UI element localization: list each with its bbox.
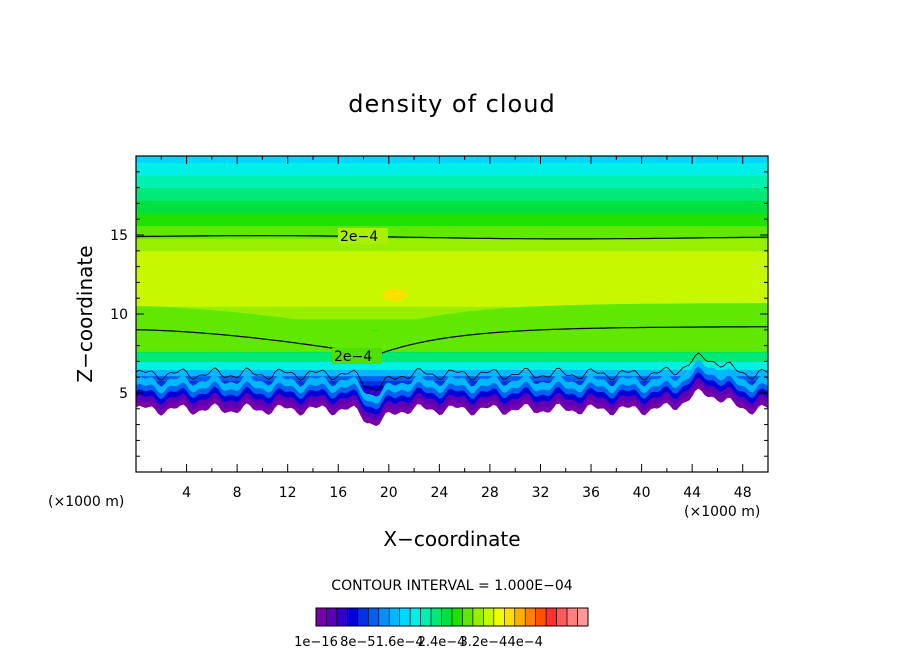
colorbar-swatch bbox=[462, 607, 474, 627]
x-tick-label: 44 bbox=[683, 485, 701, 501]
density-dip-zone bbox=[136, 303, 768, 352]
x-tick-label: 24 bbox=[430, 485, 448, 501]
colorbar-tick-label: 8e−5 bbox=[340, 635, 375, 650]
x-axis-label: X−coordinate bbox=[383, 527, 520, 551]
plot-area bbox=[136, 156, 768, 472]
colorbar-swatch bbox=[368, 607, 380, 627]
colorbar bbox=[315, 607, 589, 627]
contour-interval-text: CONTOUR INTERVAL = 1.000E−04 bbox=[331, 578, 572, 594]
colorbar-swatch bbox=[504, 607, 516, 627]
colorbar-swatch bbox=[378, 607, 390, 627]
colorbar-swatch bbox=[399, 607, 411, 627]
colorbar-swatch bbox=[535, 607, 547, 627]
density-band bbox=[136, 266, 768, 307]
colorbar-swatch bbox=[545, 607, 557, 627]
y-axis-label: Z−coordinate bbox=[73, 245, 97, 382]
x-tick-label: 12 bbox=[279, 485, 297, 501]
density-band bbox=[136, 187, 768, 201]
density-band bbox=[136, 250, 768, 268]
density-band bbox=[136, 174, 768, 189]
colorbar-tick-label: 1.6e−4 bbox=[376, 635, 424, 650]
contour-line-base bbox=[136, 352, 768, 391]
colorbar-swatch bbox=[577, 607, 589, 627]
x-tick-label: 20 bbox=[380, 485, 398, 501]
colorbar-swatch bbox=[430, 607, 442, 627]
x-tick-label: 16 bbox=[329, 485, 347, 501]
y-tick-label: 15 bbox=[110, 228, 128, 244]
density-band bbox=[136, 212, 768, 227]
colorbar-swatch bbox=[388, 607, 400, 627]
x-tick-labels: 4 8 12 16 20 24 28 32 36 40 44 48 bbox=[182, 485, 752, 501]
y-tick-label: 5 bbox=[119, 386, 128, 402]
density-band bbox=[136, 199, 768, 214]
colorbar-swatch bbox=[524, 607, 536, 627]
colorbar-tick-label: 4e−4 bbox=[508, 635, 543, 650]
contour-line-upper bbox=[136, 235, 768, 240]
x-tick-label: 48 bbox=[734, 485, 752, 501]
contour-labels: 2e−4 2e−4 bbox=[332, 228, 388, 365]
contour-line-lower bbox=[136, 326, 768, 356]
colorbar-tick-label: 1e−16 bbox=[294, 635, 338, 650]
axis-ticks bbox=[135, 155, 769, 472]
density-features bbox=[136, 289, 768, 352]
x-tick-label: 32 bbox=[532, 485, 550, 501]
cloud-base-fringe bbox=[136, 359, 768, 472]
x-axis-unit: (×1000 m) bbox=[684, 504, 760, 520]
density-band bbox=[136, 156, 768, 163]
colorbar-frame bbox=[315, 607, 589, 627]
colorbar-swatch bbox=[514, 607, 526, 627]
contour-lines bbox=[136, 235, 768, 391]
colorbar-swatch bbox=[409, 607, 421, 627]
colorbar-swatch bbox=[336, 607, 348, 627]
colorbar-swatch bbox=[483, 607, 495, 627]
density-bands bbox=[136, 156, 768, 405]
chart-title: density of cloud bbox=[348, 90, 555, 118]
density-band bbox=[136, 368, 768, 377]
colorbar-tick-label: 3.2e−4 bbox=[459, 635, 507, 650]
colorbar-swatch bbox=[472, 607, 484, 627]
colorbar-swatch bbox=[566, 607, 578, 627]
density-band bbox=[136, 224, 768, 239]
contour-label-upper: 2e−4 bbox=[340, 229, 378, 245]
density-maximum bbox=[383, 289, 408, 302]
colorbar-swatch bbox=[556, 607, 568, 627]
colorbar-swatch bbox=[315, 607, 327, 627]
colorbar-tick-label: 2.4e−4 bbox=[418, 635, 466, 650]
y-tick-labels: 5 10 15 bbox=[110, 228, 128, 402]
x-tick-label: 8 bbox=[233, 485, 242, 501]
colorbar-swatch bbox=[347, 607, 359, 627]
x-tick-label: 4 bbox=[182, 485, 191, 501]
density-band bbox=[136, 161, 768, 176]
x-tick-label: 28 bbox=[481, 485, 499, 501]
colorbar-swatch bbox=[441, 607, 453, 627]
colorbar-swatch bbox=[493, 607, 505, 627]
colorbar-swatch bbox=[357, 607, 369, 627]
density-band bbox=[136, 237, 768, 252]
y-axis-unit: (×1000 m) bbox=[48, 494, 124, 510]
cloud-free-region bbox=[136, 388, 768, 472]
colorbar-swatch bbox=[451, 607, 463, 627]
colorbar-swatch bbox=[326, 607, 338, 627]
x-tick-label: 36 bbox=[582, 485, 600, 501]
density-band bbox=[136, 351, 768, 362]
colorbar-swatch bbox=[420, 607, 432, 627]
density-band bbox=[136, 360, 768, 370]
colorbar-tick-labels: 1e−16 8e−5 1.6e−42.4e−43.2e−4 4e−4 bbox=[294, 635, 543, 650]
x-tick-label: 40 bbox=[633, 485, 651, 501]
contour-label-lower: 2e−4 bbox=[334, 349, 372, 365]
y-tick-label: 10 bbox=[110, 307, 128, 323]
